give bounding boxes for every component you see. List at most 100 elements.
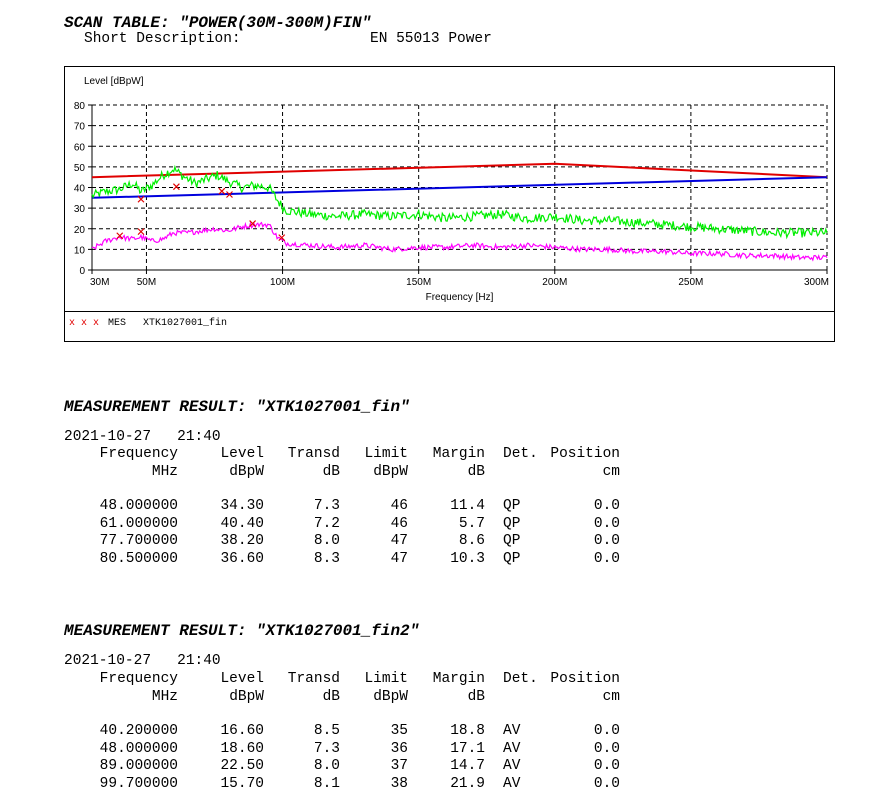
limit-cell: 47 xyxy=(390,533,408,549)
margin-cell: 18.8 xyxy=(450,723,485,739)
x-tick-label: 30M xyxy=(90,277,109,288)
transd-cell: dB xyxy=(322,463,340,480)
frequency-cell: 61.000000 xyxy=(99,515,178,532)
short-description-value: EN 55013 Power xyxy=(370,31,492,47)
measurement-marker xyxy=(278,234,286,242)
table-row: 48.000000 34.30 7.3 46 11.4 QP 0.0 xyxy=(64,498,620,516)
transd-cell: 8.1 xyxy=(313,775,340,792)
margin-cell: 21.9 xyxy=(450,775,485,792)
table-spacer-row xyxy=(64,706,620,723)
position-cell: 0.0 xyxy=(593,758,620,774)
position-cell: 0.0 xyxy=(593,550,620,567)
limit-cell: dBpW xyxy=(373,688,408,705)
table-units-row: MHz dBpW dB dBpW dB cm xyxy=(64,689,620,707)
frequency-cell: MHz xyxy=(151,688,178,705)
measurement-marker xyxy=(172,183,180,191)
transd-cell: dB xyxy=(322,688,340,705)
position-cell: cm xyxy=(602,688,620,705)
table-row: 99.700000 15.70 8.1 38 21.9 AV 0.0 xyxy=(64,776,620,794)
limit-cell: 35 xyxy=(390,723,408,739)
x-tick-label: 100M xyxy=(270,277,295,288)
transd-cell: Transd xyxy=(287,446,340,462)
y-tick-label: 10 xyxy=(74,245,86,256)
frequency-cell: 48.000000 xyxy=(99,498,178,514)
measurement-marker xyxy=(137,195,145,203)
margin-cell: 11.4 xyxy=(450,498,485,514)
detector-cell: AV xyxy=(503,740,521,757)
position-cell: 0.0 xyxy=(593,533,620,549)
y-tick-label: 20 xyxy=(74,225,86,236)
result2-datetime: 2021-10-27 21:40 xyxy=(64,653,221,669)
detector-cell: QP xyxy=(503,533,521,549)
position-cell: 0.0 xyxy=(593,775,620,792)
detector-cell: Det. xyxy=(503,671,538,687)
series-line-2 xyxy=(91,164,828,240)
table-header-row: Frequency Level Transd Limit Margin Det. Posit… xyxy=(64,446,620,464)
transd-cell: 8.0 xyxy=(313,533,340,549)
x-tick-label: 300M xyxy=(804,277,829,288)
position-cell: 0.0 xyxy=(593,723,620,739)
measurement-marker xyxy=(137,228,145,236)
position-cell: Position xyxy=(550,446,620,462)
y-axis-label: Level [dBpW] xyxy=(84,76,144,87)
position-cell: 0.0 xyxy=(593,515,620,532)
x-tick-label: 200M xyxy=(542,277,567,288)
frequency-cell: MHz xyxy=(151,463,178,480)
frequency-cell: 80.500000 xyxy=(99,550,178,567)
chart-legend: x x x MES XTK1027001_fin xyxy=(65,311,834,342)
level-cell: 38.20 xyxy=(220,533,264,549)
position-cell: Position xyxy=(550,671,620,687)
position-cell: 0.0 xyxy=(593,740,620,757)
table-row: 48.000000 18.60 7.3 36 17.1 AV 0.0 xyxy=(64,741,620,759)
emission-chart: 0 10 20 30 40 50 60 70 80 30M 50M 100M 150M 200M 250M 3… xyxy=(74,76,829,303)
detector-cell: AV xyxy=(503,758,521,774)
level-cell: 34.30 xyxy=(220,498,264,514)
x-tick-label: 250M xyxy=(678,277,703,288)
level-cell: dBpW xyxy=(229,463,264,480)
table-header-row: Frequency Level Transd Limit Margin Det. Posit… xyxy=(64,671,620,689)
table-row: 89.000000 22.50 8.0 37 14.7 AV 0.0 xyxy=(64,758,620,776)
table-row: 80.500000 36.60 8.3 47 10.3 QP 0.0 xyxy=(64,551,620,569)
level-cell: dBpW xyxy=(229,688,264,705)
result1-title: MEASUREMENT RESULT: "XTK1027001_fin" xyxy=(64,398,410,416)
detector-cell xyxy=(485,689,545,707)
margin-cell: 17.1 xyxy=(450,740,485,757)
level-cell: 16.60 xyxy=(220,723,264,739)
limit-cell: 46 xyxy=(390,498,408,514)
x-tick-label: 150M xyxy=(406,277,431,288)
table-units-row: MHz dBpW dB dBpW dB cm xyxy=(64,464,620,482)
transd-cell: 8.5 xyxy=(313,723,340,739)
limit-cell: 46 xyxy=(390,515,408,532)
position-cell: cm xyxy=(602,463,620,480)
detector-cell: QP xyxy=(503,498,521,514)
legend-marker-label: MES xyxy=(108,318,127,329)
y-tick-label: 60 xyxy=(74,142,86,153)
limit-cell: dBpW xyxy=(373,463,408,480)
result1-table: Frequency Level Transd Limit Margin Det. Posit… xyxy=(64,446,620,568)
series-line-3 xyxy=(91,221,828,262)
position-cell: 0.0 xyxy=(593,498,620,514)
table-spacer-row xyxy=(64,481,620,498)
margin-cell: dB xyxy=(467,463,485,480)
transd-cell: 8.0 xyxy=(313,758,340,774)
measurement-marker xyxy=(116,232,124,240)
level-cell: Level xyxy=(220,446,264,462)
margin-cell: dB xyxy=(467,688,485,705)
transd-cell: 8.3 xyxy=(313,550,340,567)
detector-cell: QP xyxy=(503,515,521,532)
level-cell: Level xyxy=(220,671,264,687)
short-description-label: Short Description: xyxy=(84,31,241,47)
detector-cell: Det. xyxy=(503,446,538,462)
limit-cell: Limit xyxy=(364,446,408,462)
result1-datetime: 2021-10-27 21:40 xyxy=(64,429,221,445)
legend-series-name: XTK1027001_fin xyxy=(143,318,228,329)
margin-cell: 8.6 xyxy=(458,533,485,549)
limit-cell: 38 xyxy=(390,775,408,792)
level-cell: 40.40 xyxy=(220,515,264,532)
level-cell: 15.70 xyxy=(220,775,264,792)
margin-cell: 10.3 xyxy=(450,550,485,567)
x-tick-label: 50M xyxy=(137,277,156,288)
y-tick-label: 70 xyxy=(74,122,86,133)
level-cell: 22.50 xyxy=(220,758,264,774)
detector-cell xyxy=(485,464,545,482)
